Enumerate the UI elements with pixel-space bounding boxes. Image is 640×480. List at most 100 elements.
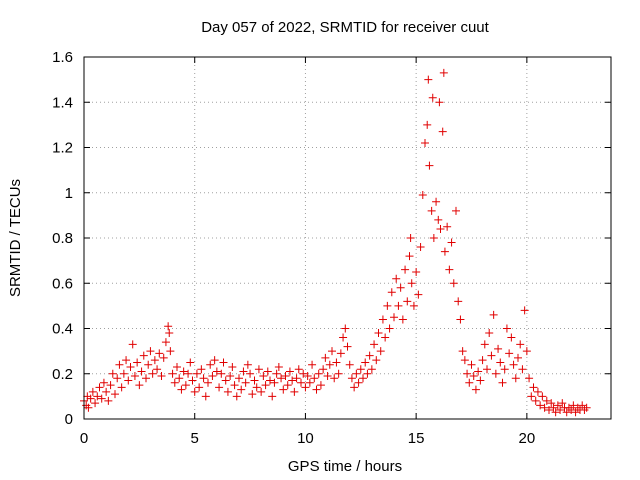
data-point — [454, 297, 463, 306]
data-point — [538, 392, 547, 401]
data-point — [212, 367, 221, 376]
data-point — [505, 349, 514, 358]
data-point — [241, 378, 250, 387]
data-point — [330, 374, 339, 383]
data-point — [536, 401, 545, 410]
data-point — [582, 403, 591, 412]
data-point — [268, 392, 277, 401]
data-point — [184, 369, 193, 378]
x-tick-label: 5 — [191, 430, 199, 447]
data-point — [215, 383, 224, 392]
data-point — [316, 381, 325, 390]
data-point — [86, 394, 95, 403]
data-point — [155, 349, 164, 358]
data-point — [301, 383, 310, 392]
data-point — [204, 378, 212, 387]
data-point — [567, 405, 576, 414]
data-point — [283, 381, 292, 390]
data-point — [365, 351, 374, 360]
data-point — [83, 392, 92, 401]
data-point — [104, 396, 113, 405]
data-point — [288, 376, 297, 385]
data-point — [305, 378, 314, 387]
data-point — [206, 360, 215, 369]
data-point — [471, 385, 480, 394]
x-axis-tick-labels: 0 5 10 15 20 — [80, 430, 535, 447]
data-point — [498, 378, 507, 387]
data-point — [310, 374, 319, 383]
x-tick-label: 15 — [408, 430, 425, 447]
data-point — [564, 403, 573, 412]
data-point — [401, 265, 410, 274]
data-point — [272, 369, 281, 378]
y-tick-label: 1.2 — [52, 140, 73, 157]
data-point — [197, 365, 206, 374]
data-point — [281, 372, 290, 381]
data-point — [102, 387, 111, 396]
data-point — [476, 376, 485, 385]
data-point — [130, 372, 139, 381]
data-point — [137, 367, 146, 376]
data-point — [435, 98, 444, 107]
data-point — [542, 396, 551, 405]
data-point — [447, 238, 456, 247]
data-point — [343, 342, 352, 351]
data-point — [434, 215, 443, 224]
data-point — [175, 374, 184, 383]
data-point — [166, 347, 175, 356]
data-point — [321, 353, 330, 362]
data-point — [237, 385, 246, 394]
y-tick-label: 1.4 — [52, 94, 73, 111]
data-point — [439, 68, 448, 77]
data-point — [290, 387, 299, 396]
data-point — [540, 403, 549, 412]
data-point — [403, 297, 412, 306]
data-point — [270, 378, 279, 387]
data-point — [529, 383, 538, 392]
data-point — [381, 333, 390, 342]
y-tick-label: 0 — [65, 411, 73, 428]
data-point — [261, 381, 270, 390]
data-point — [569, 401, 578, 410]
data-point — [405, 252, 414, 261]
data-point — [396, 283, 405, 292]
data-point — [520, 306, 529, 315]
data-point — [452, 206, 460, 215]
data-point — [428, 93, 437, 102]
data-point — [221, 376, 230, 385]
data-point — [294, 365, 303, 374]
data-point — [173, 362, 181, 371]
data-point — [186, 358, 195, 367]
data-point — [219, 358, 228, 367]
data-point — [390, 313, 398, 322]
data-point — [394, 301, 403, 310]
data-point — [416, 243, 425, 252]
data-point — [334, 369, 343, 378]
data-point — [531, 396, 540, 405]
data-point — [153, 365, 162, 374]
data-point — [500, 365, 509, 374]
data-point — [425, 161, 434, 170]
data-point — [254, 365, 263, 374]
data-point — [551, 408, 560, 417]
data-point — [135, 381, 144, 390]
data-point — [460, 356, 469, 365]
data-point — [553, 401, 562, 410]
data-point — [248, 390, 257, 399]
data-point — [250, 376, 259, 385]
data-point — [148, 369, 157, 378]
data-point — [341, 324, 350, 333]
data-point — [387, 288, 396, 297]
data-point — [478, 356, 487, 365]
data-point — [573, 403, 582, 412]
data-point — [376, 347, 385, 356]
data-point — [297, 378, 305, 387]
data-point — [113, 374, 122, 383]
data-point — [285, 367, 294, 376]
data-point — [235, 374, 243, 383]
y-tick-label: 0.8 — [52, 230, 73, 247]
x-tick-label: 20 — [519, 430, 536, 447]
data-point — [82, 401, 91, 410]
data-point — [177, 385, 186, 394]
